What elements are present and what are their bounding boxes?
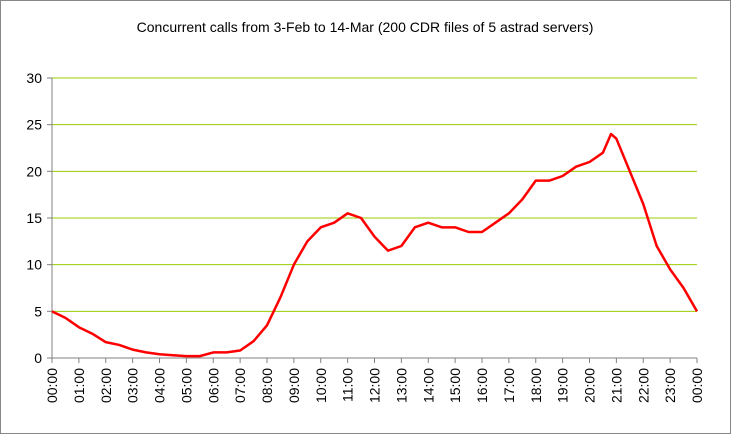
y-tick-label: 0 — [34, 350, 42, 366]
y-tick-label: 5 — [34, 303, 42, 319]
x-tick-label: 23:00 — [662, 368, 678, 403]
x-tick-label: 13:00 — [393, 368, 409, 403]
x-tick-label: 22:00 — [635, 368, 651, 403]
x-tick-label: 12:00 — [367, 368, 383, 403]
x-tick-label: 08:00 — [259, 368, 275, 403]
data-line — [51, 132, 699, 358]
x-tick-label: 18:00 — [528, 368, 544, 403]
x-tick-label: 01:00 — [71, 368, 87, 403]
x-tick-label: 00:00 — [44, 368, 60, 403]
x-tick-label: 07:00 — [232, 368, 248, 403]
x-tick-label: 10:00 — [313, 368, 329, 403]
x-tick-label: 17:00 — [501, 368, 517, 403]
x-tick-label: 21:00 — [608, 368, 624, 403]
chart-title: Concurrent calls from 3-Feb to 14-Mar (2… — [137, 19, 594, 35]
x-tick-label: 00:00 — [689, 368, 705, 403]
x-tick-label: 09:00 — [286, 368, 302, 403]
y-tick-label: 30 — [26, 70, 42, 86]
x-tick-label: 06:00 — [205, 368, 221, 403]
x-tick-label: 20:00 — [582, 368, 598, 403]
x-tick-label: 02:00 — [98, 368, 114, 403]
x-tick-label: 19:00 — [555, 368, 571, 403]
y-tick-label: 20 — [26, 163, 42, 179]
y-tick-label: 25 — [26, 117, 42, 133]
x-tick-label: 15:00 — [447, 368, 463, 403]
x-tick-label: 05:00 — [178, 368, 194, 403]
x-tick-label: 04:00 — [152, 368, 168, 403]
x-tick-label: 11:00 — [340, 368, 356, 402]
x-tick-label: 16:00 — [474, 368, 490, 403]
x-tick-label: 14:00 — [420, 368, 436, 403]
y-tick-label: 10 — [26, 257, 42, 273]
y-tick-label: 15 — [26, 210, 42, 226]
x-tick-label: 03:00 — [125, 368, 141, 403]
